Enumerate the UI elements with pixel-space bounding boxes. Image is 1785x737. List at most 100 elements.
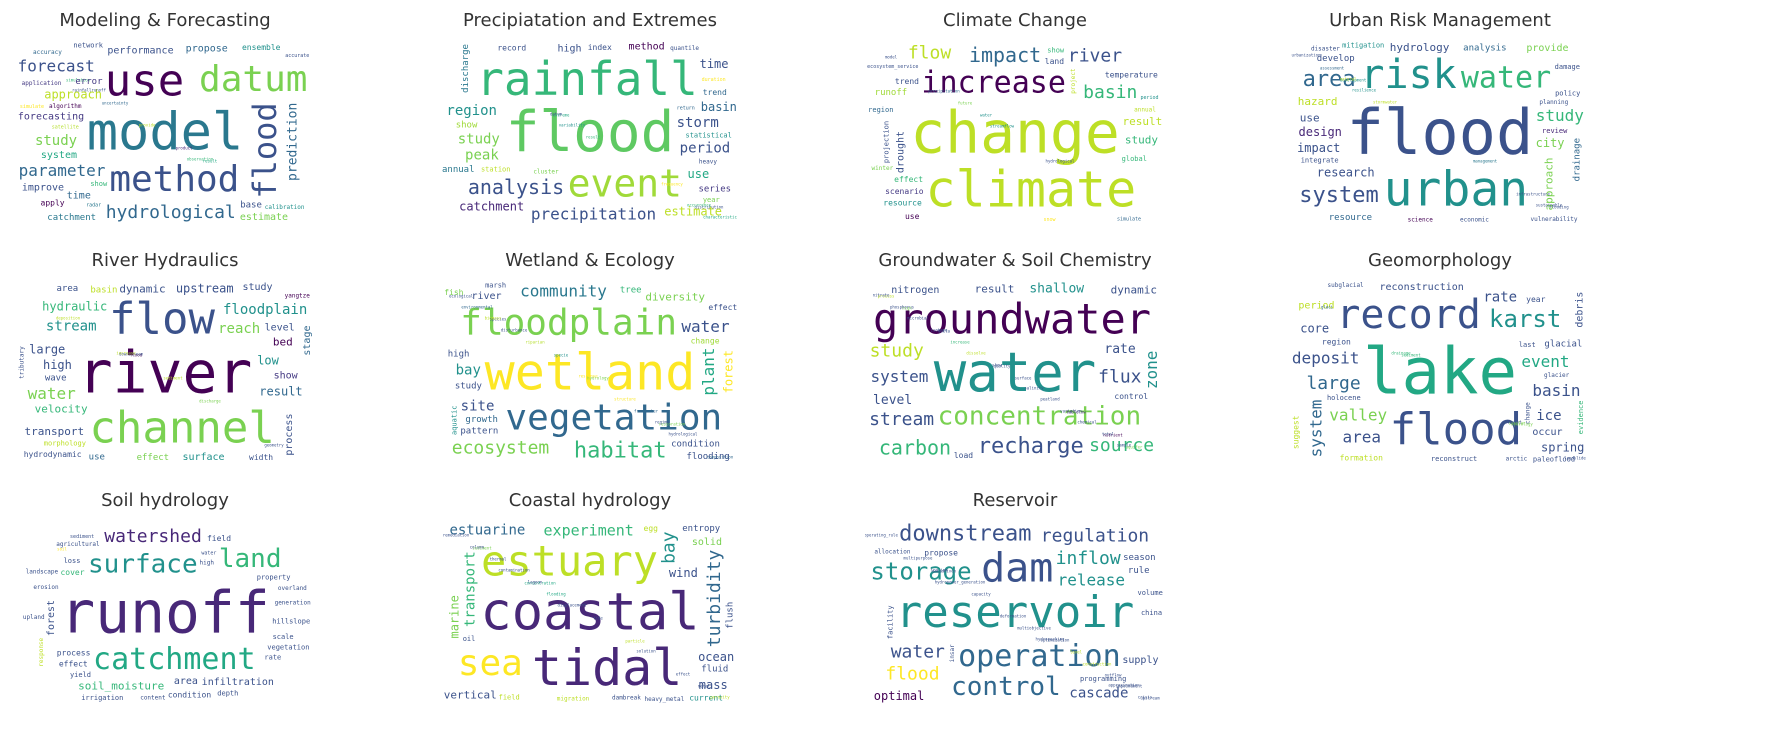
cloud-word: cover <box>60 568 84 577</box>
cloud-word: spring <box>1541 441 1584 455</box>
cloud-word: drainage <box>1573 138 1583 181</box>
cloud-word: season <box>1123 553 1156 563</box>
cloud-word: drought <box>896 131 907 173</box>
cloud-word: thermal <box>490 557 507 562</box>
cloud-word: study <box>458 131 500 147</box>
cloud-word: water <box>1461 60 1551 95</box>
cloud-word: show <box>1047 46 1065 54</box>
cloud-word: process <box>878 294 895 299</box>
cloud-word: event <box>1521 352 1569 371</box>
cloud-word: uncertainty <box>102 101 129 106</box>
cloud-word: use <box>905 212 920 221</box>
cloud-word: high <box>902 306 912 311</box>
cloud-word: product <box>176 146 193 151</box>
cloud-word: peatland <box>1040 397 1060 402</box>
cloud-word: wind <box>669 566 698 580</box>
cloud-word: insar <box>949 644 956 662</box>
cloud-word: high <box>448 349 470 359</box>
cloud-word: flooding <box>686 452 729 462</box>
cloud-word: distribution <box>695 205 724 210</box>
cloud-word: flood <box>246 102 284 198</box>
cloud-word: future <box>958 101 973 106</box>
cloud-word: annual <box>442 165 475 175</box>
cloud-word: mass <box>699 678 728 692</box>
cloud-word: high <box>557 43 581 54</box>
cloud-word: peak <box>465 148 499 164</box>
cloud-word: water <box>28 384 77 403</box>
cloud-word: water <box>681 317 730 336</box>
cloud-word: propose <box>186 44 228 55</box>
cloud-word: nutrient <box>1103 433 1123 438</box>
cloud-word: region <box>1322 338 1351 347</box>
cloud-word: sustainable <box>1536 203 1563 208</box>
cloud-word: method <box>629 42 665 53</box>
cloud-word: river <box>1068 46 1122 67</box>
cloud-word: scenario <box>885 187 924 196</box>
cloud-word: base <box>240 201 262 211</box>
cloud-word: network <box>73 42 103 50</box>
cloud-word: condition <box>671 439 720 449</box>
cloud-word: city <box>1536 136 1565 150</box>
cloud-word: glacial <box>1544 339 1582 349</box>
cloud-word: floodplain <box>223 302 307 318</box>
cloud-word: coastal <box>480 583 699 643</box>
cloud-word: snow <box>1043 217 1056 223</box>
cloud-word: core <box>1300 322 1329 336</box>
cloud-word: study <box>35 133 77 149</box>
cloud-word: ecosystem_service <box>867 64 918 70</box>
cloud-word: habitat <box>574 438 667 463</box>
cloud-word: performance <box>107 45 173 56</box>
cloud-word: stormwater <box>1373 100 1398 105</box>
cloud-word: transport <box>25 425 85 438</box>
chart-title: Wetland & Ecology <box>505 250 675 271</box>
cloud-word: biomass <box>485 316 502 321</box>
cloud-word: rate <box>1104 342 1135 357</box>
wordcloud-canvas: runoff soil catchment surface land watershed a… <box>23 526 311 702</box>
cloud-word: flood <box>1390 404 1522 455</box>
cloud-word: annual <box>1134 107 1156 114</box>
cloud-word: hydrology <box>1511 422 1533 427</box>
cloud-word: region <box>446 103 497 119</box>
cloud-word: stream <box>869 409 934 430</box>
cloud-word: use <box>1300 111 1320 124</box>
cloud-word: sample <box>1117 443 1132 448</box>
cloud-word: hydrological <box>1046 159 1075 164</box>
cloud-word: heavy_metal <box>644 696 684 703</box>
cloud-word: hillslope <box>272 617 310 625</box>
cloud-word: quality <box>994 364 1011 369</box>
cloud-word: irrigation <box>81 694 123 702</box>
wordcloud: coastal estuary tidal sea tide particle turbid… <box>440 520 740 705</box>
cloud-word: planning <box>1539 99 1568 106</box>
cloud-word: impoundment <box>1116 684 1143 689</box>
cloud-word: storm <box>677 115 719 131</box>
cloud-word: duration <box>702 77 726 83</box>
cloud-word: flow <box>908 42 952 63</box>
cloud-word: flood <box>1347 96 1534 169</box>
cloud-word: carbon <box>879 435 951 459</box>
cloud-word: management <box>1473 159 1498 164</box>
wordcloud: reservoir dam operation control storage downs… <box>865 520 1165 705</box>
cloud-word: application <box>22 80 62 87</box>
cloud-word: effect <box>137 453 170 463</box>
cloud-word: datadriven <box>932 569 957 574</box>
cloud-word: rate <box>1483 289 1517 305</box>
cloud-word: egg <box>644 524 659 533</box>
cloud-word: community <box>520 282 607 301</box>
cloud-word: analysis <box>468 175 564 199</box>
cloud-word: area <box>56 284 78 294</box>
cloud-word: streamflow <box>990 124 1015 129</box>
cloud-word: infiltration <box>202 677 274 688</box>
cloud-word: frequency <box>661 182 683 187</box>
chart-title: Urban Risk Management <box>1329 10 1551 31</box>
cloud-word: sediment <box>1401 353 1421 358</box>
cloud-word: isotope <box>931 328 948 333</box>
cloud-word: apply <box>41 198 65 207</box>
cloud-word: phosphorus <box>890 305 915 310</box>
cloud-word: catchment <box>459 200 524 214</box>
cloud-word: record <box>1336 292 1481 338</box>
cloud-word: migration <box>557 695 590 702</box>
cloud-word: landslide <box>1564 456 1586 461</box>
cloud-word: programming <box>1080 675 1126 683</box>
cloud-word: study <box>1125 133 1158 146</box>
